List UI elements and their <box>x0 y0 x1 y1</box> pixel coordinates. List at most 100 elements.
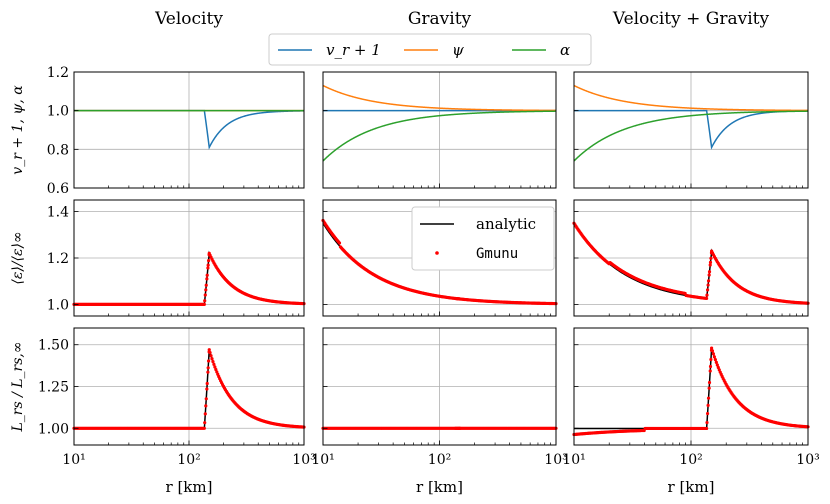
markers-gmunu-point <box>209 354 213 358</box>
markers-gmunu-point <box>212 362 216 366</box>
x-tick-label: 10² <box>679 452 702 468</box>
markers-gmunu-point <box>204 283 208 287</box>
markers-gmunu-point <box>706 279 711 283</box>
markers-gmunu-point <box>206 263 210 267</box>
panel-ticks <box>73 344 305 445</box>
x-axis-label: r [km] <box>668 478 715 496</box>
series-group-row3 <box>321 426 558 430</box>
y-axis-label: v_r + 1, ψ, α <box>10 85 26 175</box>
x-tick-label: 10¹ <box>562 452 585 468</box>
markers-gmunu-point <box>206 370 210 374</box>
markers-gmunu-point <box>712 355 717 359</box>
y-tick-label: 1.50 <box>38 338 69 354</box>
markers-gmunu-point <box>203 293 207 297</box>
markers-gmunu-point <box>213 365 217 369</box>
y-tick-label: 0.6 <box>47 181 69 197</box>
series-group-row3 <box>572 346 810 437</box>
markers-gmunu-point <box>204 288 208 292</box>
legend-label: v_r + 1 <box>326 41 381 59</box>
markers-gmunu-point <box>707 386 711 390</box>
x-axis-label: r [km] <box>166 478 213 496</box>
panel-ticks <box>573 71 809 189</box>
markers-gmunu-point <box>707 380 712 385</box>
markers-gmunu-point <box>214 367 218 372</box>
markers-gmunu-point <box>707 270 712 274</box>
legend-layer: v_r + 1 ψ α analytic Gmunu <box>268 33 592 271</box>
line-psi <box>573 84 809 112</box>
markers-gmunu-point <box>210 357 214 361</box>
markers-gmunu-point <box>211 359 215 364</box>
panel-grid <box>74 72 304 188</box>
markers-gmunu-point <box>204 397 208 401</box>
y-tick-label: 1.0 <box>47 297 69 313</box>
markers-gmunu-point <box>205 277 209 281</box>
line-alpha <box>573 110 808 162</box>
grid-layer <box>74 72 808 445</box>
x-tick-label: 10³ <box>292 452 315 468</box>
x-tick-label: 10¹ <box>62 452 85 468</box>
legend-swatch <box>435 251 439 255</box>
panel-ticks <box>73 71 305 189</box>
markers-gmunu-point <box>202 426 206 430</box>
panel-grid <box>574 200 808 316</box>
markers-gmunu-point <box>705 296 709 301</box>
series-group-row1-vel <box>74 109 304 150</box>
x-axis-label: r [km] <box>416 478 463 496</box>
y-tick-label: 1.00 <box>38 421 69 437</box>
y-tick-label: 1.0 <box>47 104 69 120</box>
markers-gmunu-point <box>714 360 718 364</box>
legend-inner: analytic Gmunu <box>411 206 555 271</box>
markers-gmunu-point <box>705 288 710 292</box>
y-axis-label: ⟨ε⟩/⟨ε⟩∞ <box>10 231 26 284</box>
y-tick-label: 1.25 <box>38 380 69 396</box>
markers-gmunu-point <box>710 349 715 353</box>
markers-gmunu <box>72 348 306 430</box>
series-group-row3 <box>72 348 306 430</box>
markers-gmunu-point <box>203 412 207 416</box>
panel-ticks <box>322 211 557 316</box>
markers-gmunu <box>321 426 558 430</box>
panel-ticks <box>573 344 809 445</box>
markers-gmunu-point <box>207 251 211 255</box>
y-tick-label: 1.2 <box>47 65 69 81</box>
x-tick-label: 10³ <box>544 452 567 468</box>
markers-gmunu-point <box>337 241 342 245</box>
markers-gmunu-point <box>206 359 211 363</box>
markers-gmunu-point <box>708 364 713 369</box>
line-psi <box>322 84 557 112</box>
markers-gmunu-point <box>205 381 209 386</box>
markers-gmunu-point <box>715 363 719 367</box>
markers-gmunu-point <box>705 426 709 431</box>
panel-grid <box>574 72 808 188</box>
markers-gmunu-point <box>203 421 207 425</box>
markers-gmunu-point <box>710 249 714 253</box>
markers-gmunu-point <box>706 403 710 407</box>
markers-gmunu-point <box>206 266 210 270</box>
markers-gmunu-point <box>207 348 211 352</box>
series-group-row2 <box>572 221 810 305</box>
legend-label: analytic <box>476 215 536 233</box>
column-title: Gravity <box>408 9 472 29</box>
series-group-row2 <box>321 218 558 306</box>
panel-ticks <box>73 211 305 316</box>
markers-gmunu-point <box>706 396 711 400</box>
markers-gmunu-point <box>707 273 711 277</box>
panel-ticks <box>322 71 557 189</box>
panel-ticks <box>322 344 557 445</box>
legend-label: ψ <box>452 41 464 59</box>
legend-box <box>411 206 555 271</box>
y-tick-label: 1.2 <box>47 251 69 267</box>
legend-top: v_r + 1 ψ α <box>268 33 592 66</box>
y-tick-label: 0.8 <box>47 142 69 158</box>
series-group-row1-velgrav <box>573 84 809 162</box>
line-alpha <box>322 110 556 162</box>
markers-gmunu-point <box>203 299 207 303</box>
curve-layer <box>72 84 810 437</box>
markers-gmunu-point <box>708 263 712 267</box>
series-group-row2 <box>72 250 306 306</box>
markers-gmunu <box>72 251 306 306</box>
panel-grid <box>323 72 556 188</box>
markers-gmunu-point <box>711 352 716 356</box>
markers-gmunu-point <box>204 404 208 408</box>
